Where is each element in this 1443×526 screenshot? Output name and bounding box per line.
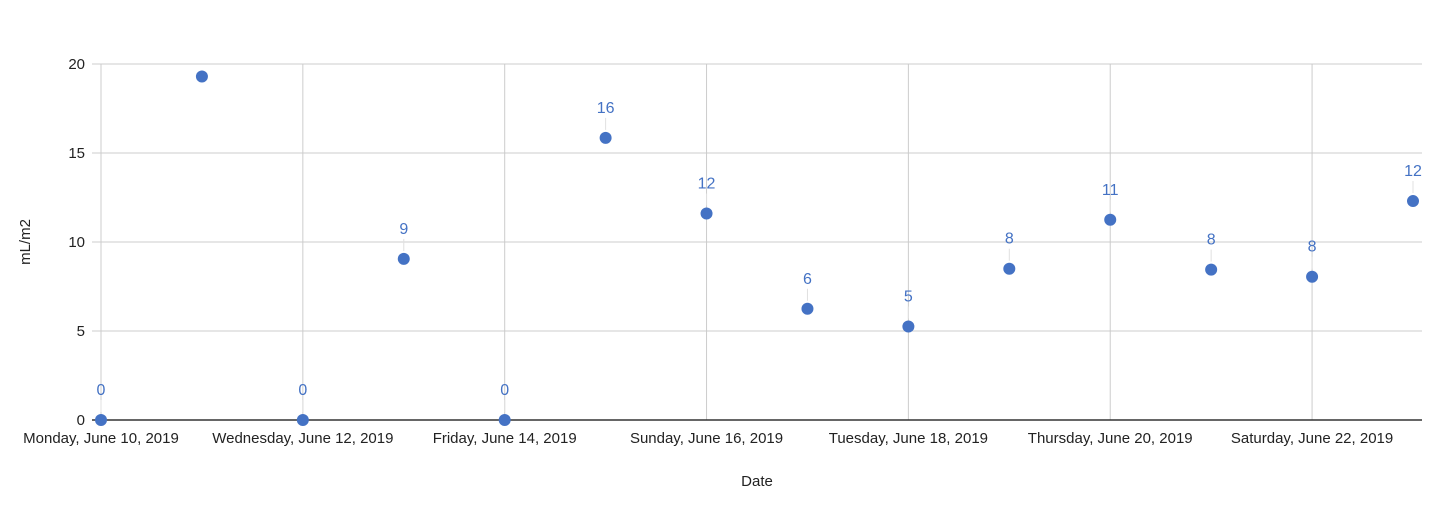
data-point bbox=[95, 414, 107, 426]
data-label: 8 bbox=[1207, 232, 1216, 249]
y-tick-label: 0 bbox=[77, 412, 85, 429]
data-point bbox=[801, 302, 814, 315]
data-label: 6 bbox=[803, 271, 812, 288]
y-tick-label: 10 bbox=[68, 234, 85, 251]
axes: 0 5 10 15 20 Monday, June 10, 2019 Wednesday, … bbox=[23, 56, 1422, 447]
data-point bbox=[1407, 195, 1419, 208]
data-label: 8 bbox=[1308, 239, 1317, 256]
data-point bbox=[700, 207, 713, 220]
data-point bbox=[296, 414, 309, 426]
data-label: 0 bbox=[298, 382, 307, 399]
data-label: 5 bbox=[904, 289, 913, 306]
data-point bbox=[1104, 213, 1117, 226]
data-point bbox=[599, 131, 612, 144]
data-point bbox=[902, 320, 915, 333]
y-tick-label: 20 bbox=[68, 56, 85, 73]
data-label: 0 bbox=[97, 382, 106, 399]
y-axis-title: mL/m2 bbox=[17, 219, 34, 265]
x-tick-label: Monday, June 10, 2019 bbox=[23, 430, 179, 447]
data-point bbox=[1003, 262, 1016, 275]
data-label: 9 bbox=[399, 221, 408, 238]
data-point bbox=[397, 252, 410, 265]
data-point bbox=[498, 414, 511, 426]
x-tick-label: Wednesday, June 12, 2019 bbox=[212, 430, 393, 447]
data-point bbox=[1205, 263, 1218, 276]
data-label: 12 bbox=[1404, 163, 1422, 180]
data-label: 0 bbox=[500, 382, 509, 399]
data-label: 16 bbox=[597, 100, 615, 117]
data-point bbox=[1306, 270, 1319, 283]
x-tick-label: Thursday, June 20, 2019 bbox=[1028, 430, 1193, 447]
x-tick-label: Tuesday, June 18, 2019 bbox=[829, 430, 988, 447]
y-tick-label: 15 bbox=[68, 145, 85, 162]
data-point bbox=[195, 70, 208, 83]
x-axis-title: Date bbox=[741, 473, 773, 490]
data-label: 8 bbox=[1005, 231, 1014, 248]
x-tick-label: Saturday, June 22, 2019 bbox=[1231, 430, 1393, 447]
x-tick-label: Friday, June 14, 2019 bbox=[433, 430, 577, 447]
x-tick-label: Sunday, June 16, 2019 bbox=[630, 430, 783, 447]
data-points bbox=[95, 70, 1419, 426]
grid-lines bbox=[92, 63, 1422, 420]
data-labels: 0 0 9 0 16 12 6 5 8 11 8 8 12 bbox=[97, 100, 1422, 412]
data-label: 11 bbox=[1102, 182, 1119, 199]
y-tick-label: 5 bbox=[77, 323, 85, 340]
data-label: 12 bbox=[698, 176, 716, 193]
